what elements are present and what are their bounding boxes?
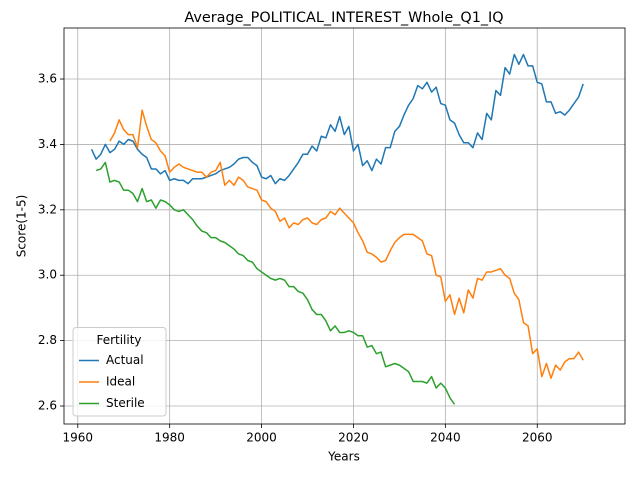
x-axis-label: Years	[327, 450, 360, 464]
x-tick-label: 2000	[246, 431, 277, 445]
x-tick-label: 2040	[430, 431, 461, 445]
chart-title: Average_POLITICAL_INTEREST_Whole_Q1_IQ	[184, 10, 503, 26]
series-line	[90, 53, 584, 185]
legend-box	[72, 327, 167, 417]
x-tick-label: 1980	[154, 431, 185, 445]
series-line	[109, 109, 584, 379]
y-tick-label: 2.6	[38, 399, 57, 413]
y-tick-label: 3.4	[38, 137, 57, 151]
y-axis-label: Score(1-5)	[15, 195, 29, 258]
plot-frame	[63, 27, 626, 425]
x-tick-label: 2060	[522, 431, 553, 445]
x-tick-label: 2020	[338, 431, 369, 445]
legend-title: Fertility	[96, 333, 141, 347]
series-line	[95, 161, 456, 405]
legend-label: Ideal	[106, 375, 135, 389]
y-tick-label: 2.8	[38, 333, 57, 347]
x-tick-label: 1960	[63, 431, 94, 445]
legend-label: Actual	[106, 353, 144, 367]
y-tick-label: 3.0	[38, 268, 57, 282]
y-tick-label: 3.6	[38, 72, 57, 86]
legend-label: Sterile	[106, 396, 145, 410]
y-tick-label: 3.2	[38, 202, 57, 216]
